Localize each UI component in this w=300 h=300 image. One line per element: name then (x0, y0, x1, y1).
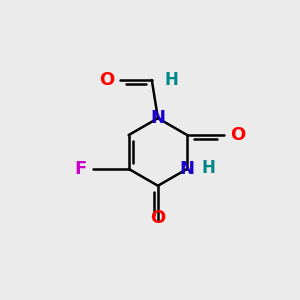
Text: H: H (201, 159, 215, 177)
Text: O: O (99, 71, 114, 89)
Text: F: F (75, 160, 87, 178)
Text: N: N (180, 160, 195, 178)
Text: N: N (150, 109, 165, 127)
Text: O: O (150, 209, 166, 227)
Text: H: H (165, 71, 179, 89)
Text: O: O (230, 126, 245, 144)
